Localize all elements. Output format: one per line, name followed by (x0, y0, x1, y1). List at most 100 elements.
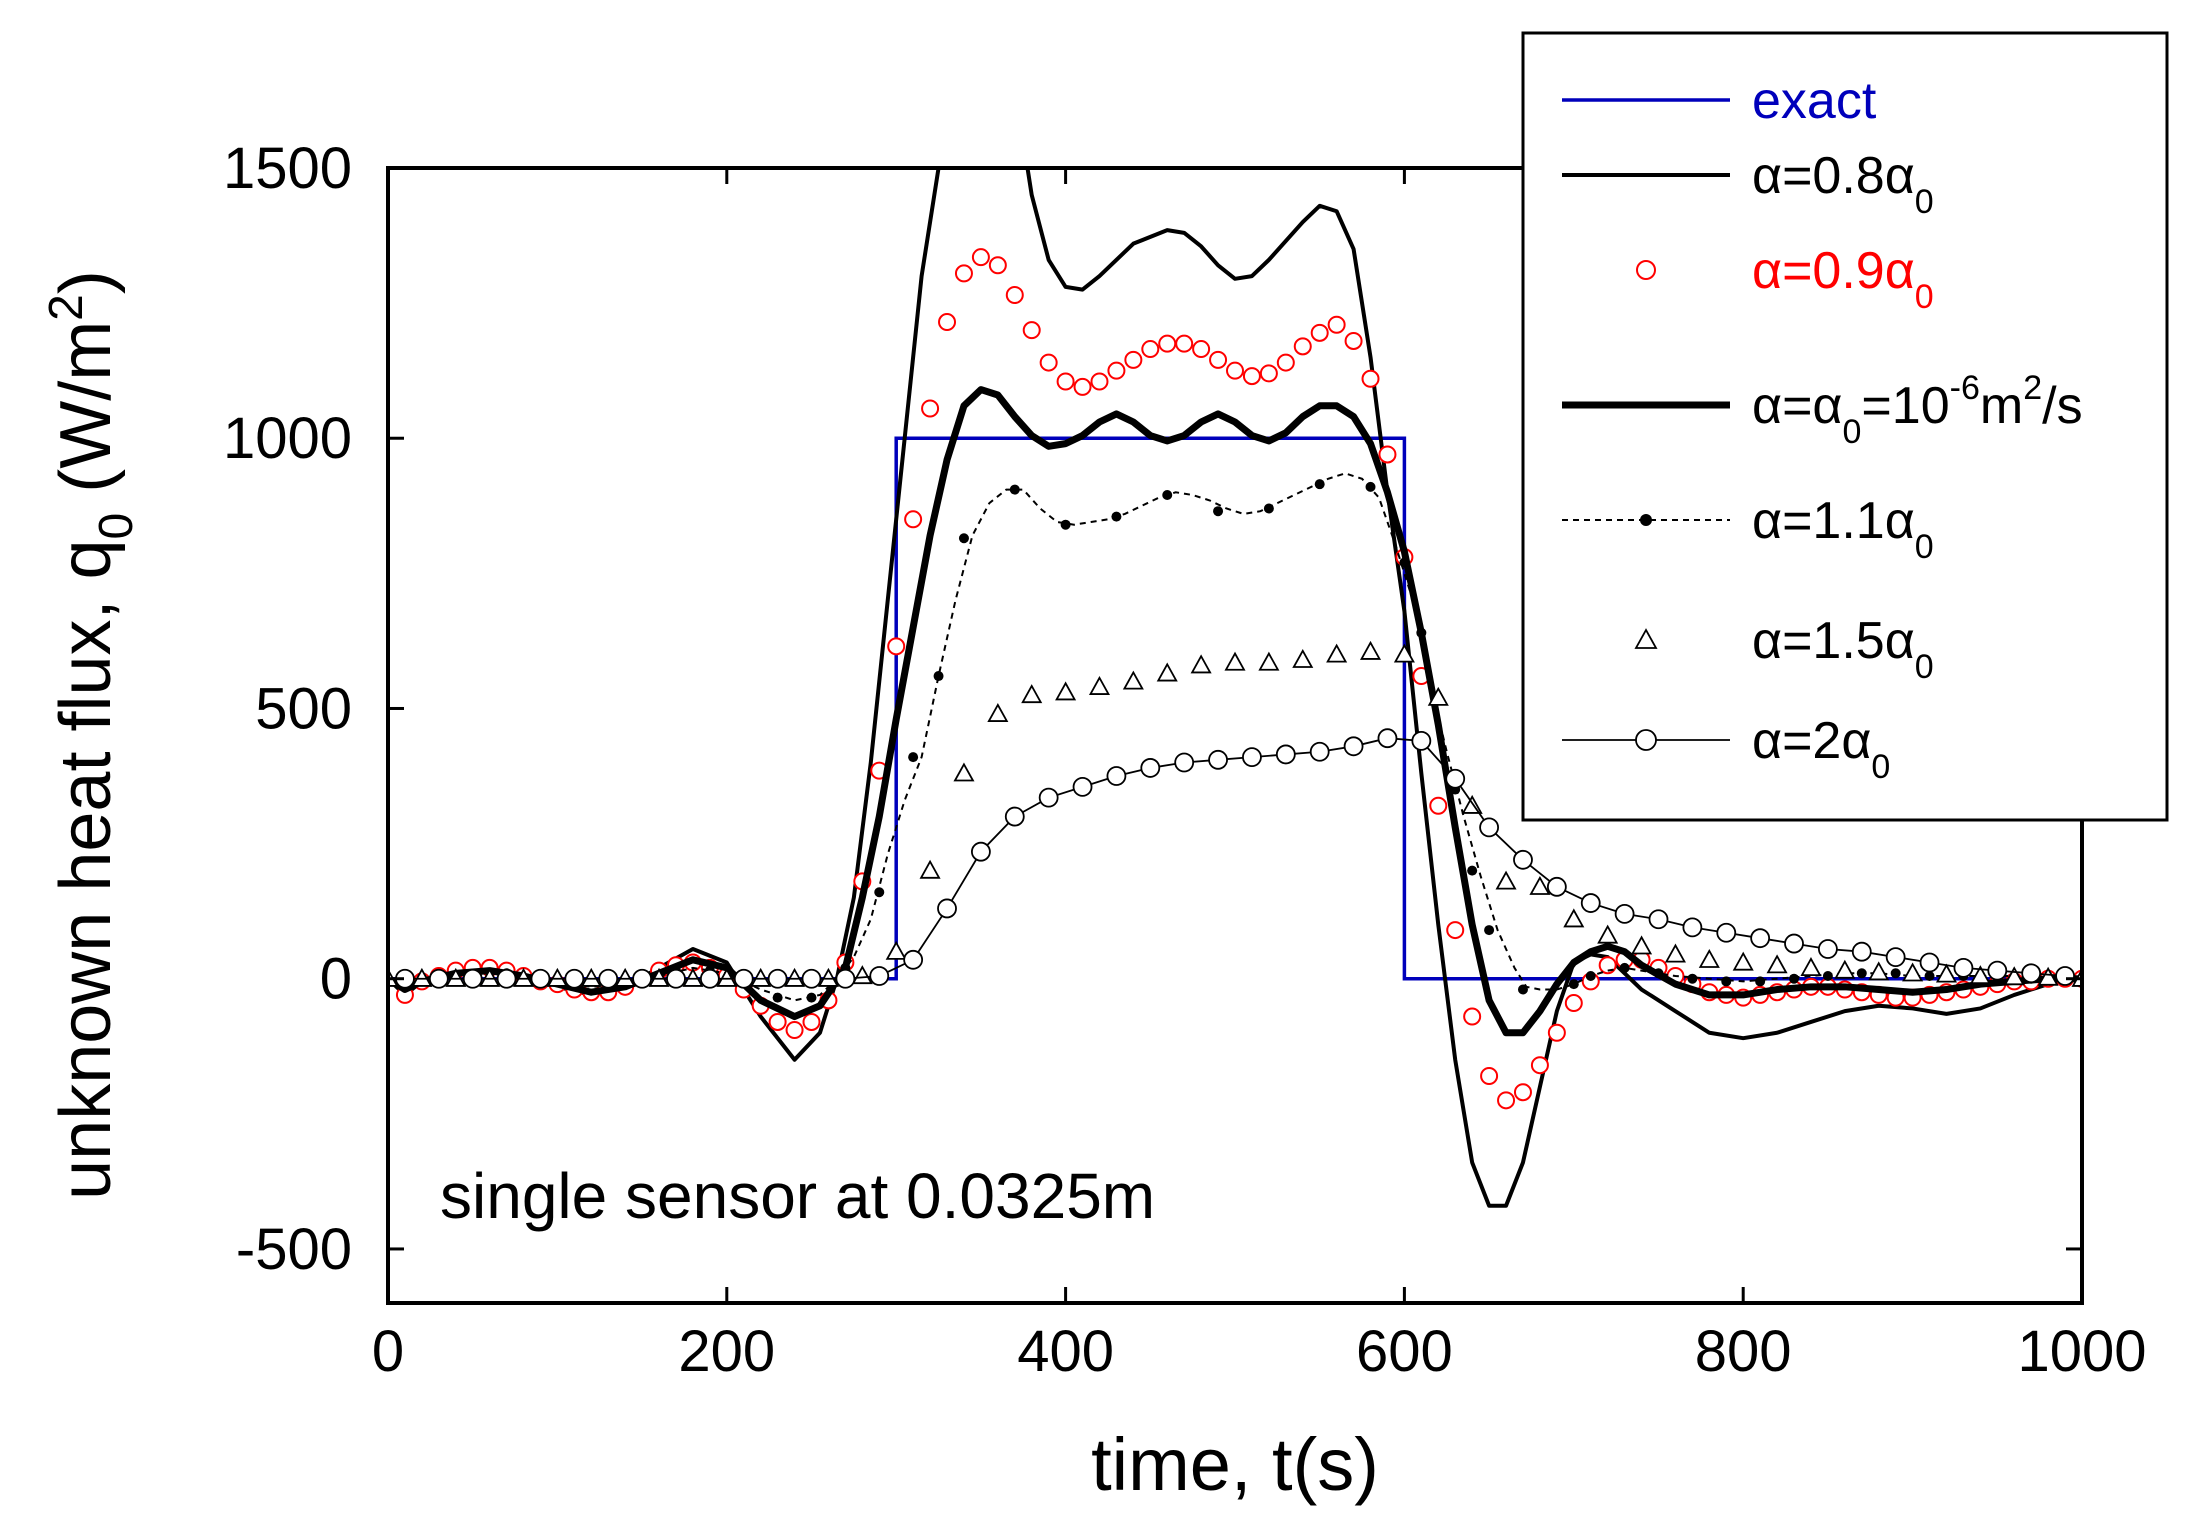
data-point (1209, 350, 1228, 369)
data-point (462, 968, 483, 989)
x-tick-label: 800 (1695, 1319, 1792, 1384)
legend-symbol-marker (1635, 729, 1657, 751)
series-a20 (395, 728, 2075, 989)
data-point (496, 968, 517, 989)
data-point (904, 510, 923, 529)
y-tick-label: 1500 (223, 136, 352, 201)
data-point (1902, 962, 1924, 982)
data-point (1060, 519, 1071, 530)
data-point (1263, 503, 1274, 514)
data-point (1326, 643, 1348, 663)
series-layer (390, 168, 2084, 1208)
data-point (1004, 806, 1025, 827)
legend-label-part: 2 (2023, 369, 2042, 407)
data-point (1140, 758, 1161, 778)
data-point (1585, 971, 1596, 982)
data-point (1224, 651, 1246, 671)
data-point (1310, 323, 1329, 342)
data-point (1156, 662, 1178, 682)
data-point (1072, 776, 1093, 797)
data-point (1648, 909, 1669, 930)
data-point (908, 752, 919, 763)
data-point (1467, 865, 1478, 876)
data-point (1359, 640, 1382, 660)
data-point (1687, 973, 1698, 984)
data-point (530, 968, 551, 989)
data-point (1293, 337, 1312, 356)
y-tick-label: -500 (236, 1217, 352, 1282)
y-tick-label: 500 (255, 676, 352, 741)
data-point (887, 637, 906, 656)
y-tick-label: 1000 (223, 406, 352, 471)
data-point (1190, 654, 1212, 674)
data-point (1755, 976, 1766, 987)
series-line (390, 472, 2082, 1002)
data-point (1039, 353, 1058, 372)
data-point (874, 887, 885, 898)
data-point (1276, 353, 1295, 372)
data-point (885, 940, 907, 960)
data-point (1111, 511, 1122, 522)
data-point (1411, 731, 1432, 751)
data-point (1568, 979, 1579, 990)
data-point (1987, 960, 2008, 981)
data-point (1309, 741, 1330, 762)
data-point (903, 949, 924, 970)
data-point (933, 671, 944, 682)
data-point (1766, 954, 1788, 974)
x-tick-label: 600 (1356, 1319, 1453, 1384)
data-point (1192, 340, 1211, 359)
data-point (1162, 489, 1173, 500)
data-point (802, 1012, 821, 1031)
y-axis-label-sup: 2 (40, 294, 93, 321)
x-tick-label: 1000 (2017, 1319, 2146, 1384)
legend-item-a10: α=α0=10-6m2/s (1562, 369, 2083, 451)
legend-label-part: 0 (1915, 278, 1934, 316)
data-point (1259, 364, 1278, 383)
data-point (1597, 924, 1619, 944)
x-axis-label: time, t(s) (1091, 1423, 1379, 1506)
legend-label: exact (1752, 72, 1877, 130)
legend-box (1521, 31, 2169, 822)
data-point (1242, 367, 1261, 386)
legend-label-part: exact (1752, 72, 1877, 130)
data-point (1327, 315, 1346, 334)
data-point (1073, 377, 1092, 396)
x-tick-label: 0 (372, 1319, 404, 1384)
legend-label-part: α=0.8α (1752, 147, 1915, 205)
data-point (1275, 744, 1296, 765)
y-axis-label-sub: 0 (90, 513, 143, 540)
data-point (971, 248, 990, 267)
data-point (1141, 340, 1160, 359)
data-point (666, 968, 686, 989)
data-point (1107, 361, 1126, 380)
data-point (1698, 948, 1720, 968)
data-point (988, 256, 1007, 275)
data-point (835, 968, 856, 989)
data-point (1818, 939, 1838, 959)
data-point (1495, 870, 1517, 890)
data-point (937, 898, 957, 919)
data-point (1361, 369, 1380, 388)
data-point (1226, 361, 1244, 380)
data-point (801, 968, 822, 989)
legend-label-part: =10 (1861, 377, 1949, 435)
data-point (1056, 372, 1075, 391)
data-point (1038, 787, 1059, 808)
legend-label-part: -6 (1950, 369, 1980, 407)
data-point (1175, 334, 1194, 353)
data-point (1513, 849, 1533, 870)
data-point (1935, 963, 1958, 983)
legend-label: α=2α0 (1752, 712, 1890, 786)
data-point (806, 992, 817, 1003)
data-point (1969, 965, 1991, 985)
data-point (1399, 557, 1410, 568)
data-point (1517, 984, 1528, 995)
data-point (1530, 1056, 1549, 1075)
legend-label-part: 0 (1915, 183, 1934, 221)
data-point (1393, 643, 1415, 663)
data-point (1213, 506, 1224, 517)
series-a08 (390, 168, 2083, 1208)
data-point (1721, 976, 1732, 987)
